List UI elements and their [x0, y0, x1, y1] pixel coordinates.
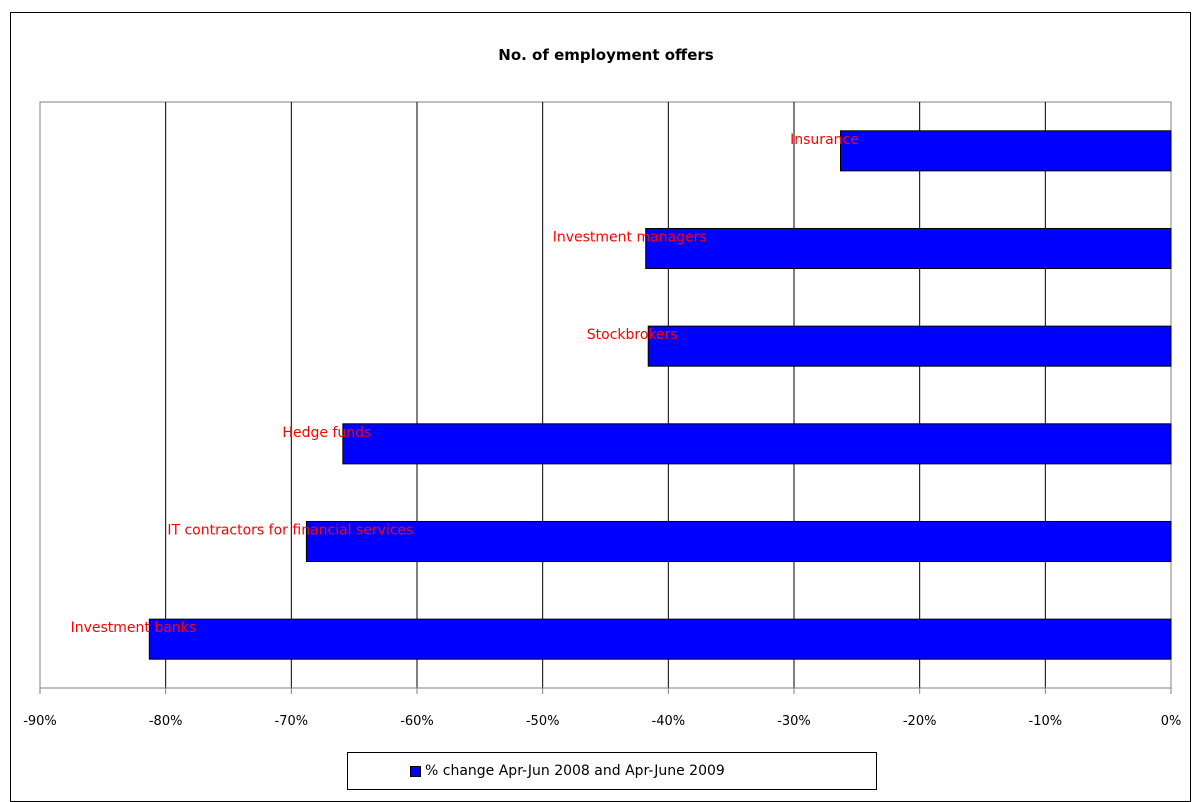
- x-tick-label: -80%: [149, 714, 183, 729]
- bar: [645, 227, 1172, 270]
- legend: % change Apr-Jun 2008 and Apr-June 2009: [347, 752, 877, 790]
- x-tick-label: -60%: [400, 714, 434, 729]
- bar: [342, 423, 1172, 465]
- category-label: Insurance: [790, 132, 859, 148]
- gridlines: [165, 102, 1046, 688]
- plot-area: [39, 101, 1172, 689]
- chart-title: No. of employment offers: [498, 46, 713, 64]
- bar: [305, 520, 1172, 563]
- legend-label: % change Apr-Jun 2008 and Apr-June 2009: [425, 763, 725, 779]
- legend-swatch-icon: [410, 765, 421, 777]
- bar: [839, 130, 1172, 172]
- x-tick-label: -10%: [1029, 714, 1063, 729]
- x-tick-label: -90%: [23, 714, 57, 729]
- x-axis: -90% -80% -70% -60% -50% -40% -30% -20% -10% 0%: [23, 687, 1182, 729]
- bar: [148, 618, 1172, 660]
- category-label: Investment managers: [553, 229, 707, 245]
- bar: [647, 325, 1172, 367]
- x-tick-label: -40%: [652, 714, 686, 729]
- bars: [148, 130, 1172, 660]
- x-tick-label: 0%: [1161, 714, 1182, 729]
- x-tick-label: -30%: [777, 714, 811, 729]
- category-labels: Insurance Investment managers Stockbrokers…: [71, 132, 859, 636]
- x-tick-label: -20%: [903, 714, 937, 729]
- category-label: Hedge funds: [282, 425, 371, 441]
- x-tick-label: -50%: [526, 714, 560, 729]
- x-tick-label: -70%: [275, 714, 309, 729]
- category-label: Stockbrokers: [587, 327, 678, 343]
- category-label: Investment banks: [71, 620, 197, 636]
- category-label: IT contractors for financial services: [167, 522, 413, 538]
